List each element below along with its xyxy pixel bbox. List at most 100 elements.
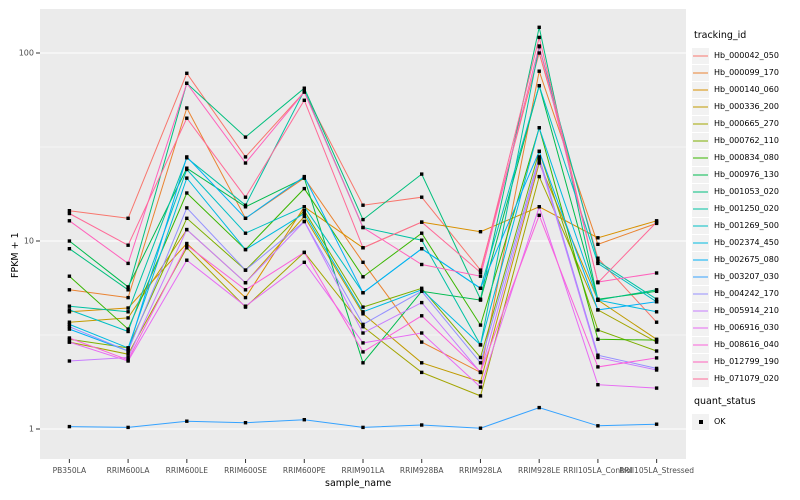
data-point bbox=[537, 405, 541, 410]
data-point bbox=[243, 268, 248, 272]
legend-item: Hb_008616_040 bbox=[692, 336, 798, 353]
data-point bbox=[126, 352, 130, 356]
data-point bbox=[126, 358, 130, 362]
x-tick-label: RRIM600LA bbox=[106, 466, 150, 475]
data-point bbox=[478, 370, 483, 374]
legend-item: Hb_003207_030 bbox=[692, 268, 798, 285]
legend-key bbox=[692, 285, 709, 302]
legend-line-icon bbox=[693, 259, 708, 260]
data-point bbox=[185, 258, 189, 262]
data-point bbox=[126, 288, 130, 292]
data-point bbox=[537, 51, 541, 55]
legend-item-label: Hb_071079_020 bbox=[714, 374, 779, 383]
data-point bbox=[243, 216, 248, 220]
legend-line-icon bbox=[693, 140, 708, 141]
data-point bbox=[126, 285, 130, 289]
y-tick-label: 10 bbox=[23, 236, 34, 246]
data-point bbox=[67, 320, 72, 324]
data-point bbox=[478, 323, 483, 327]
legend-key bbox=[692, 149, 709, 166]
data-point bbox=[596, 236, 600, 240]
data-point bbox=[596, 281, 600, 285]
data-point bbox=[185, 216, 189, 220]
legend-line-icon bbox=[693, 208, 708, 209]
legend-key bbox=[692, 251, 709, 268]
data-point bbox=[126, 243, 130, 247]
data-point bbox=[361, 361, 365, 365]
legend-line-icon bbox=[693, 89, 708, 90]
data-point bbox=[67, 274, 72, 278]
legend-item-label: Hb_002675_080 bbox=[714, 255, 779, 264]
legend-key bbox=[692, 115, 709, 132]
data-point bbox=[596, 328, 600, 332]
legend-key bbox=[692, 302, 709, 319]
data-point bbox=[537, 213, 541, 217]
data-point bbox=[654, 297, 659, 301]
legend-line-icon bbox=[693, 225, 708, 226]
data-point bbox=[67, 247, 72, 251]
data-point bbox=[67, 424, 72, 429]
data-point bbox=[420, 262, 424, 267]
data-point bbox=[420, 370, 424, 375]
data-point bbox=[420, 289, 424, 293]
data-point bbox=[126, 216, 130, 220]
data-point bbox=[478, 394, 483, 398]
data-point bbox=[537, 174, 541, 179]
data-point bbox=[478, 230, 483, 234]
data-point bbox=[243, 195, 248, 199]
data-point bbox=[302, 214, 306, 219]
legend-item: Hb_000976_130 bbox=[692, 166, 798, 183]
data-point bbox=[185, 71, 189, 75]
data-point bbox=[126, 310, 130, 314]
data-point bbox=[596, 261, 600, 266]
legend-item-label: Hb_008616_040 bbox=[714, 340, 779, 349]
legend-item: Hb_005914_210 bbox=[692, 302, 798, 319]
data-point bbox=[243, 231, 248, 235]
legend-key bbox=[692, 234, 709, 251]
legend-title-tracking-id: tracking_id bbox=[694, 30, 747, 41]
black-square-point-icon bbox=[698, 419, 703, 424]
data-point bbox=[361, 217, 365, 222]
data-point bbox=[302, 250, 306, 255]
legend-item-label: Hb_001250_020 bbox=[714, 204, 779, 213]
legend-key bbox=[692, 166, 709, 183]
data-point bbox=[302, 174, 306, 179]
data-point bbox=[361, 260, 365, 264]
data-point bbox=[361, 305, 365, 309]
x-tick-label: RRII105LA_Stressed bbox=[619, 466, 695, 475]
x-tick-label: RRIM901LA bbox=[341, 466, 385, 475]
legend-item-label: Hb_000042_050 bbox=[714, 51, 779, 60]
x-axis-title: sample_name bbox=[325, 478, 392, 489]
data-point bbox=[67, 340, 72, 344]
legend-item-label: Hb_000336_200 bbox=[714, 102, 779, 111]
data-point bbox=[243, 281, 248, 285]
legend-item-label: Hb_000140_060 bbox=[714, 85, 779, 94]
legend-item-label: Hb_004242_170 bbox=[714, 289, 779, 298]
data-point bbox=[243, 161, 248, 165]
data-point bbox=[596, 259, 600, 263]
legend-item: Hb_000834_080 bbox=[692, 149, 798, 166]
data-point bbox=[302, 90, 306, 94]
data-point bbox=[478, 361, 483, 365]
data-point bbox=[537, 25, 541, 29]
x-tick-label: RRIM600SE bbox=[224, 466, 267, 475]
data-point bbox=[67, 308, 72, 312]
data-point bbox=[654, 310, 659, 314]
data-point bbox=[67, 239, 72, 243]
legend-line-icon bbox=[693, 157, 708, 158]
data-point bbox=[243, 304, 248, 308]
data-point bbox=[478, 380, 483, 384]
data-point bbox=[361, 425, 365, 430]
y-tick-label: 1 bbox=[28, 424, 34, 434]
data-point bbox=[361, 310, 365, 314]
data-point bbox=[185, 243, 189, 247]
legend-item-label: Hb_006916_030 bbox=[714, 323, 779, 332]
data-point bbox=[185, 227, 189, 232]
legend-item-label: Hb_000665_270 bbox=[714, 119, 779, 128]
data-point bbox=[185, 246, 189, 250]
data-point bbox=[185, 419, 189, 423]
data-point bbox=[596, 256, 600, 260]
legend-item: Hb_000140_060 bbox=[692, 81, 798, 98]
data-point bbox=[420, 300, 424, 305]
legend-key bbox=[692, 353, 709, 370]
